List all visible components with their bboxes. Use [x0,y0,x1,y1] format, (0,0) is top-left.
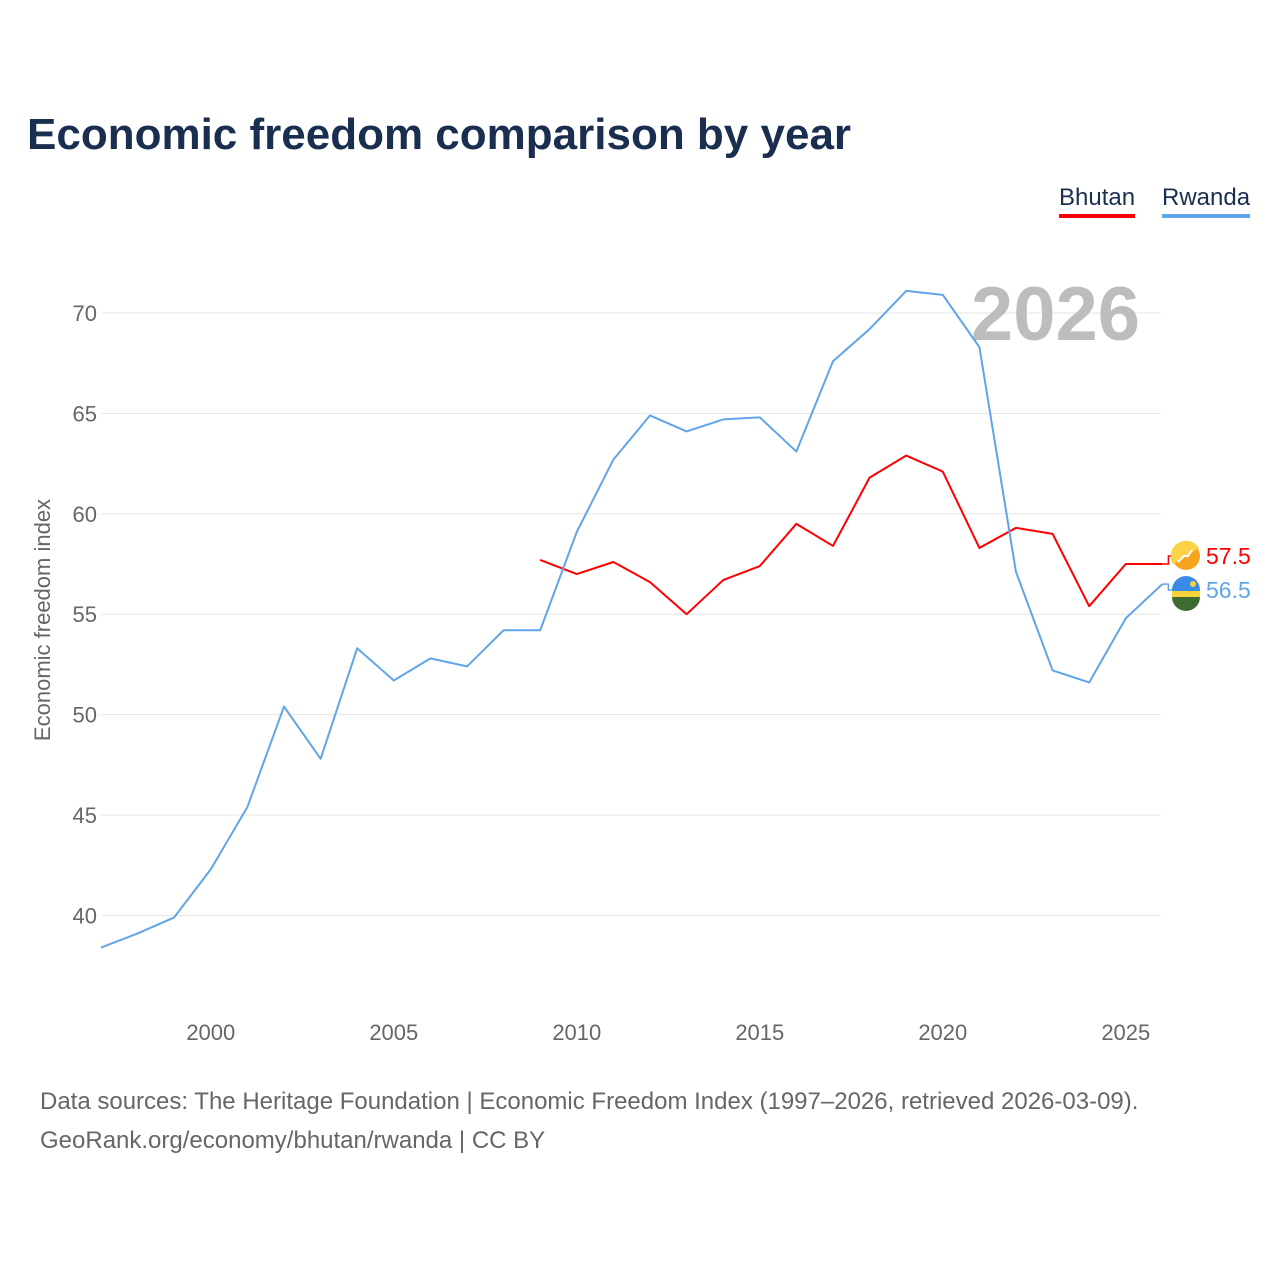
end-value-label: 56.5 [1206,577,1251,603]
legend-item-bhutan[interactable]: Bhutan [1059,184,1136,218]
flag-half [1170,540,1199,564]
y-axis-label: Economic freedom index [30,499,55,741]
y-tick-label: 55 [73,602,97,627]
x-tick-label: 2000 [186,1020,235,1045]
y-tick-label: 60 [73,502,97,527]
flag-sun [1190,581,1196,587]
chart-title: Economic freedom comparison by year [27,110,852,159]
series-line-bhutan [539,454,1163,616]
legend-item-rwanda[interactable]: Rwanda [1162,184,1251,218]
x-tick-label: 2005 [369,1020,418,1045]
y-tick-label: 70 [73,301,97,326]
flag-stripe [1172,597,1200,611]
y-tick-label: 65 [73,401,97,426]
source-link[interactable]: GeoRank.org/economy/bhutan/rwanda | CC B… [40,1127,546,1154]
label-connector [1162,583,1175,591]
y-tick-label: 50 [73,703,97,728]
flag-dragon [1177,549,1193,563]
year-watermark: 2026 [971,272,1140,357]
end-value-label: 57.5 [1206,543,1251,569]
source-note: Data sources: The Heritage Foundation | … [40,1088,1139,1115]
flag-stripe [1172,591,1200,597]
x-tick-label: 2020 [918,1020,967,1045]
series-line-rwanda [100,289,1164,949]
y-tick-label: 40 [73,903,97,928]
y-tick-label: 45 [73,803,97,828]
x-tick-label: 2025 [1101,1020,1150,1045]
x-tick-label: 2010 [552,1020,601,1045]
x-tick-label: 2015 [735,1020,784,1045]
